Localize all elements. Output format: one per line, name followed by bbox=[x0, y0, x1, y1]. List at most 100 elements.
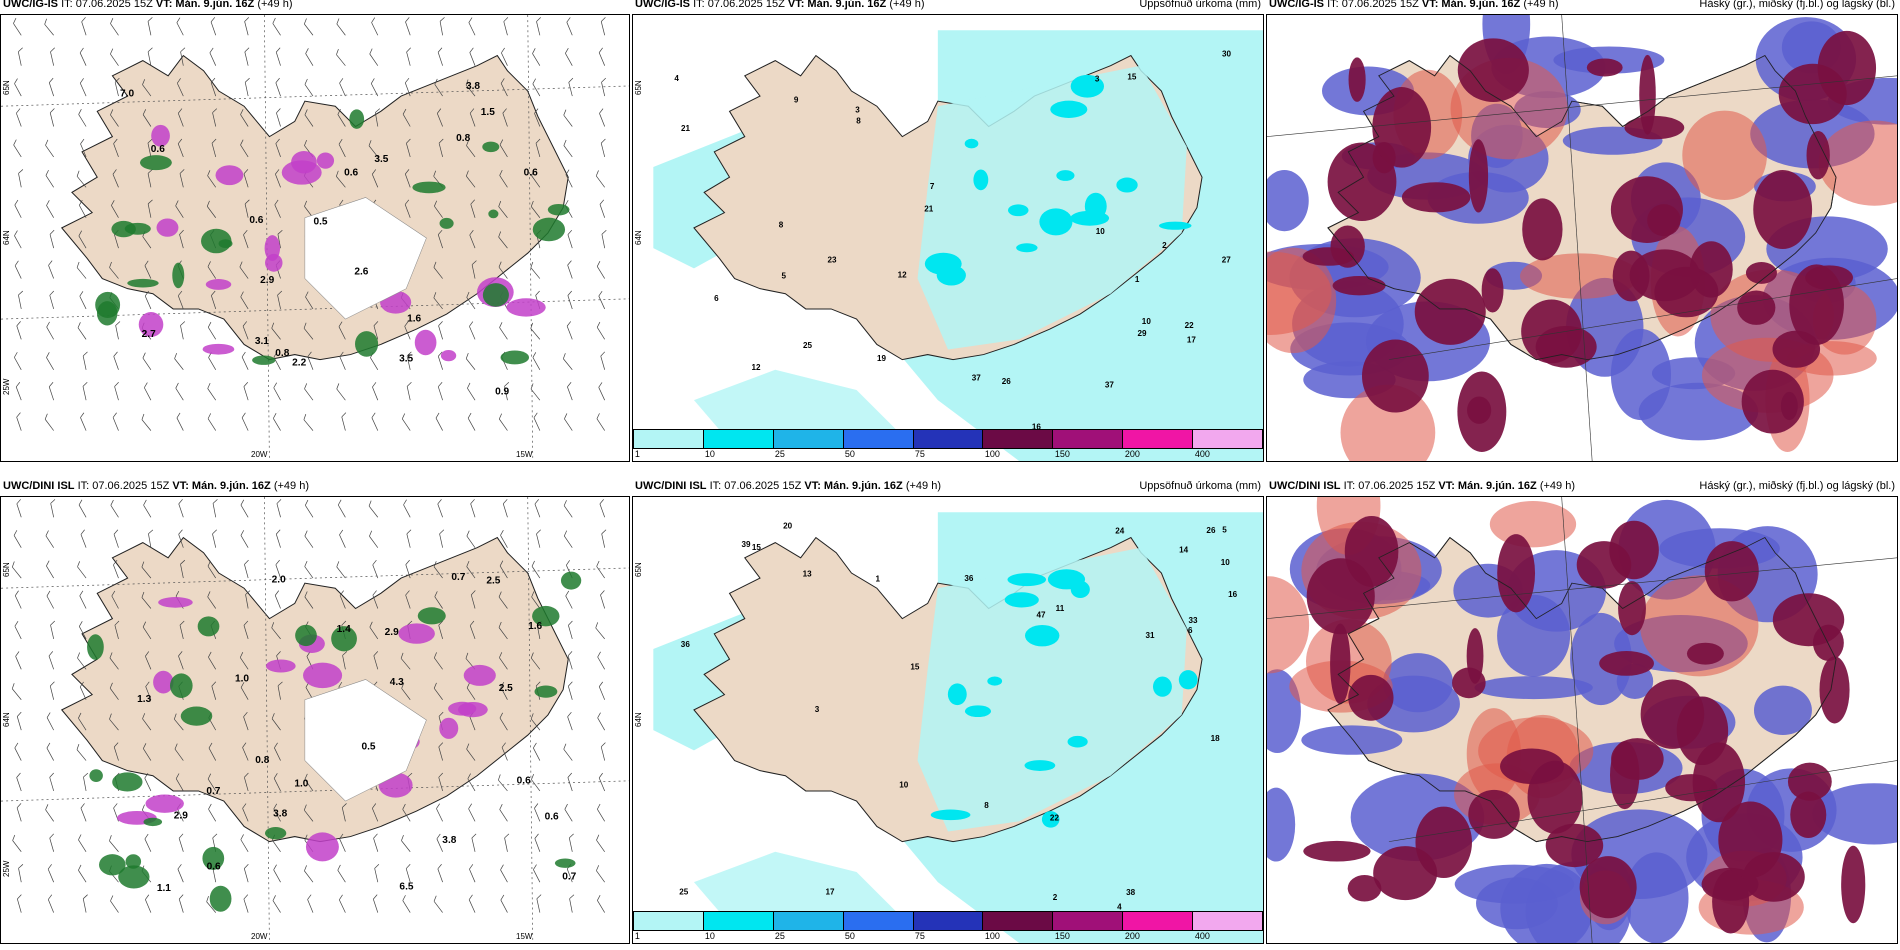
panel-header: UWC/IG-IS IT: 07.06.2025 15Z VT: Mán. 9.… bbox=[1269, 0, 1899, 13]
value-label: 1 bbox=[875, 574, 880, 583]
value-label: 7.0 bbox=[120, 89, 134, 100]
lon-label: 15W bbox=[516, 450, 533, 459]
value-label: 0.6 bbox=[517, 775, 531, 786]
colorbar-tick: 400 bbox=[1194, 931, 1210, 941]
value-label: 2.6 bbox=[354, 267, 368, 278]
value-label: 1.5 bbox=[481, 107, 495, 118]
model-name: UWC/IG-IS bbox=[3, 0, 58, 10]
colorbar-ticks: 1 10 25 50 75 100 150 200 400 bbox=[633, 931, 1263, 943]
value-label: 5 bbox=[782, 272, 787, 281]
lat-label: 64N bbox=[634, 230, 643, 245]
value-label: 33 bbox=[1188, 616, 1198, 625]
value-label: 23 bbox=[828, 256, 838, 265]
value-label: 5 bbox=[1222, 526, 1227, 535]
colorbar-tick: 150 bbox=[1054, 449, 1070, 459]
model-name: UWC/DINI ISL bbox=[3, 480, 75, 492]
panel-header: UWC/DINI ISL IT: 07.06.2025 15Z VT: Mán.… bbox=[3, 477, 631, 495]
value-label: 2.9 bbox=[385, 627, 399, 638]
colorbar-segment bbox=[843, 912, 914, 930]
valid-time: VT: Mán. 9.jún. 16Z bbox=[804, 480, 903, 492]
value-label: 36 bbox=[681, 640, 691, 649]
value-label: 1.4 bbox=[337, 624, 351, 635]
value-label: 2.2 bbox=[292, 358, 306, 369]
map-svg bbox=[1267, 15, 1897, 461]
map-panel-p2: UWC/IG-IS IT: 07.06.2025 15Z VT: Mán. 9.… bbox=[632, 0, 1264, 462]
value-label: 8 bbox=[856, 116, 861, 125]
iceland-landmass bbox=[60, 54, 569, 361]
lat-label: 65N bbox=[634, 562, 643, 577]
value-label: 6.5 bbox=[399, 881, 413, 892]
model-name: UWC/IG-IS bbox=[635, 0, 690, 10]
value-label: 1.0 bbox=[235, 673, 249, 684]
lead-time: (+49 h) bbox=[273, 480, 309, 492]
lead-time: (+49 h) bbox=[889, 0, 925, 10]
lon-label: 20W bbox=[251, 932, 268, 941]
map-svg: 1.0 0.7 0.6 1.6 1.0 0.6 2.5 3.8 2.9 0.5 0.8 1.3 2.0 1… bbox=[1, 497, 629, 943]
value-label: 2.7 bbox=[142, 329, 156, 340]
panel-header: UWC/IG-IS IT: 07.06.2025 15Z VT: Mán. 9.… bbox=[3, 0, 631, 13]
value-label: 19 bbox=[877, 354, 887, 363]
colorbar-segment bbox=[1123, 912, 1194, 930]
map-svg: 0.6 0.6 0.8 3.1 2.9 0.9 0.6 0.5 3.5 1.5 3.8 0.6 2.6 1… bbox=[1, 15, 629, 461]
precip-colorbar bbox=[633, 911, 1263, 931]
lat-label: 64N bbox=[634, 712, 643, 727]
colorbar-segment bbox=[1053, 430, 1124, 448]
value-label: 20 bbox=[783, 522, 793, 531]
valid-time: VT: Mán. 9.jún. 16Z bbox=[172, 480, 271, 492]
model-name: UWC/DINI ISL bbox=[1269, 480, 1341, 492]
value-label: 7 bbox=[930, 182, 935, 191]
value-label: 15 bbox=[752, 543, 762, 552]
lead-time: (+49 h) bbox=[257, 0, 293, 10]
colorbar-segment bbox=[983, 430, 1054, 448]
init-time: IT: 07.06.2025 15Z bbox=[61, 0, 153, 10]
value-label: 2.0 bbox=[272, 574, 286, 585]
field-title: Uppsöfnuð úrkoma (mm) bbox=[1139, 480, 1261, 492]
value-label: 24 bbox=[1115, 526, 1125, 535]
lat-label: 64N bbox=[2, 230, 11, 245]
colorbar-ticks: 1 10 25 50 75 100 150 200 400 bbox=[633, 449, 1263, 461]
value-label: 2.5 bbox=[486, 576, 500, 587]
value-label: 4.3 bbox=[390, 677, 404, 688]
lat-label: 25W bbox=[2, 860, 11, 877]
value-label: 0.7 bbox=[451, 572, 465, 583]
value-label: 3.8 bbox=[273, 809, 287, 820]
valid-time: VT: Mán. 9.jún. 16Z bbox=[155, 0, 255, 10]
colorbar-tick: 100 bbox=[984, 931, 1000, 941]
colorbar-segment bbox=[773, 912, 844, 930]
value-label: 10 bbox=[1142, 317, 1152, 326]
colorbar-tick: 25 bbox=[774, 931, 785, 941]
map-svg: 3310582163721122717292326252115303722191… bbox=[633, 15, 1263, 461]
value-label: 30 bbox=[1222, 50, 1232, 59]
value-label: 38 bbox=[1126, 888, 1136, 897]
value-label: 0.6 bbox=[524, 167, 538, 178]
value-label: 25 bbox=[679, 888, 689, 897]
init-time: IT: 07.06.2025 15Z bbox=[1327, 0, 1419, 10]
value-label: 16 bbox=[1032, 423, 1042, 432]
colorbar-tick: 50 bbox=[844, 931, 855, 941]
value-label: 21 bbox=[924, 204, 934, 213]
value-label: 21 bbox=[681, 124, 691, 133]
value-label: 37 bbox=[972, 374, 982, 383]
lat-label: 65N bbox=[2, 562, 11, 577]
colorbar-segment bbox=[1193, 430, 1263, 448]
colorbar-tick: 200 bbox=[1124, 449, 1140, 459]
value-label: 1 bbox=[1135, 275, 1140, 284]
colorbar-tick: 25 bbox=[774, 449, 785, 459]
value-label: 22 bbox=[1050, 813, 1060, 822]
colorbar-tick: 200 bbox=[1124, 931, 1140, 941]
lat-label: 65N bbox=[634, 80, 643, 95]
map-panel-p4: UWC/DINI ISL IT: 07.06.2025 15Z VT: Mán.… bbox=[0, 480, 630, 944]
value-label: 0.7 bbox=[562, 872, 576, 883]
field-title: Háský (gr.), miðský (fj.bl.) og lágský (… bbox=[1699, 480, 1895, 492]
value-label: 6 bbox=[714, 294, 719, 303]
value-label: 0.5 bbox=[361, 742, 375, 753]
init-time: IT: 07.06.2025 15Z bbox=[77, 480, 170, 492]
colorbar-segment bbox=[773, 430, 844, 448]
value-label: 1.3 bbox=[137, 694, 151, 705]
value-label: 10 bbox=[1221, 558, 1231, 567]
valid-time: VT: Mán. 9.jún. 16Z bbox=[1421, 0, 1521, 10]
value-label: 47 bbox=[1037, 610, 1047, 619]
lead-time: (+49 h) bbox=[905, 480, 941, 492]
colorbar-segment bbox=[843, 430, 914, 448]
value-label: 4 bbox=[674, 74, 679, 83]
